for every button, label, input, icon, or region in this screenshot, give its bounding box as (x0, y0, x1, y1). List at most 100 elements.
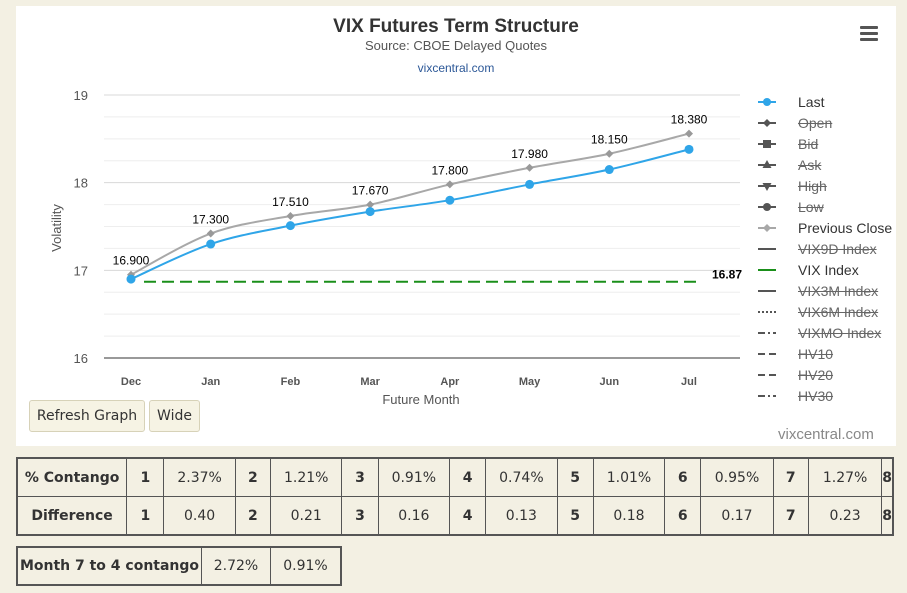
data-label: 17.670 (352, 184, 389, 198)
difference-index-2: 2 (234, 496, 272, 536)
last-line (130, 148, 690, 281)
watermark: vixcentral.com (778, 426, 874, 443)
data-label: 16.900 (113, 254, 150, 268)
data-label: 18.150 (591, 133, 628, 147)
contango-value-4: 0.74% (485, 457, 558, 497)
legend-item-vix9d-index[interactable]: VIX9D Index (758, 239, 892, 260)
x-tick-label: Jan (201, 376, 220, 388)
legend-item-vixmo-index[interactable]: VIXMO Index (758, 323, 892, 344)
legend-item-hv10[interactable]: HV10 (758, 344, 892, 365)
previous-close-point (366, 200, 375, 209)
y-tick-label: 19 (74, 88, 88, 103)
legend-label: Low (798, 199, 824, 215)
difference-row: Difference 1 0.40 2 0.21 3 0.16 4 0.13 5 0.18 6 0.1… (16, 496, 894, 536)
legend-symbol-icon (758, 311, 776, 313)
data-label: 17.510 (272, 195, 309, 209)
contango-index-6: 6 (664, 457, 702, 497)
legend-symbol-icon (758, 374, 776, 376)
data-label: 17.980 (511, 147, 548, 161)
contango-value-6: 0.95% (700, 457, 774, 497)
y-tick-label: 17 (74, 263, 88, 278)
legend-item-vix-index[interactable]: VIX Index (758, 260, 892, 281)
difference-index-7: 7 (772, 496, 809, 536)
legend-label: VIX3M Index (798, 283, 879, 299)
contango-table: % Contango 1 2.37% 2 1.21% 3 0.91% 4 0.74% 5 1.01… (16, 457, 894, 536)
legend-item-low[interactable]: Low (758, 197, 892, 218)
last-point (525, 179, 535, 189)
difference-index-4: 4 (448, 496, 487, 536)
legend-item-previous-close[interactable]: Previous Close (758, 218, 892, 239)
vix-index-label: 16.87 (712, 268, 742, 282)
data-label: 17.300 (192, 213, 229, 227)
legend-symbol-icon (758, 269, 776, 271)
legend-label: HV10 (798, 346, 834, 362)
last-point (365, 207, 375, 217)
legend-label: VIX9D Index (798, 241, 877, 257)
contango-value-2: 1.21% (270, 457, 343, 497)
month-7-4-row: Month 7 to 4 contango 2.72% 0.91% (16, 546, 342, 586)
legend-label: Open (798, 115, 833, 131)
legend-symbol-icon (758, 248, 776, 250)
previous-close-point (206, 229, 215, 238)
y-axis-title: Volatility (49, 204, 64, 252)
x-tick-label: Mar (360, 376, 380, 388)
legend-item-vix6m-index[interactable]: VIX6M Index (758, 302, 892, 323)
previous-close-point (605, 149, 614, 158)
contango-value-7: 1.27% (807, 457, 883, 497)
previous-close-line (130, 132, 690, 276)
last-point (445, 195, 455, 205)
contango-index-4: 4 (448, 457, 487, 497)
legend-label: Last (798, 94, 825, 110)
legend-label: Previous Close (798, 220, 893, 236)
legend-item-hv20[interactable]: HV20 (758, 365, 892, 386)
y-tick-label: 18 (74, 176, 88, 191)
x-tick-label: Apr (440, 376, 460, 388)
wide-button[interactable]: Wide (149, 400, 200, 432)
legend-symbol-icon (758, 98, 776, 106)
legend-label: HV20 (798, 367, 834, 383)
month-7-4-value-2: 0.91% (270, 546, 342, 586)
legend-symbol-icon (758, 119, 776, 127)
legend-symbol-icon (758, 183, 776, 191)
last-point (684, 144, 694, 154)
x-axis-title: Future Month (382, 392, 459, 407)
legend-label: VIXMO Index (798, 325, 882, 341)
contango-value-5: 1.01% (592, 457, 666, 497)
legend-item-open[interactable]: Open (758, 113, 892, 134)
contango-index-3: 3 (341, 457, 379, 497)
month-7-4-value: 2.72% (201, 546, 271, 586)
legend-label: Ask (798, 157, 822, 173)
legend-item-hv30[interactable]: HV30 (758, 386, 892, 407)
difference-index-3: 3 (341, 496, 379, 536)
source-link[interactable]: vixcentral.com (417, 61, 495, 75)
difference-index-5: 5 (556, 496, 594, 536)
y-tick-label: 16 (74, 351, 88, 366)
legend-symbol-icon (758, 203, 776, 211)
x-tick-label: Jul (681, 376, 697, 388)
legend-symbol-icon (758, 353, 776, 355)
refresh-graph-button[interactable]: Refresh Graph (29, 400, 145, 432)
difference-value-2: 0.21 (270, 496, 343, 536)
month-7-4-table: Month 7 to 4 contango 2.72% 0.91% (16, 546, 342, 586)
month-7-4-label: Month 7 to 4 contango (16, 546, 202, 586)
difference-index-6: 6 (664, 496, 702, 536)
x-tick-label: May (519, 376, 541, 388)
chart-container: 16 17 18 19 Dec Jan Feb Mar Apr May Jun Jul Future M… (16, 6, 896, 446)
legend-item-high[interactable]: High (758, 176, 892, 197)
last-point (206, 239, 216, 249)
difference-value-6: 0.17 (700, 496, 774, 536)
difference-value-5: 0.18 (592, 496, 666, 536)
chart-subtitle: Source: CBOE Delayed Quotes (364, 38, 548, 53)
contango-label: % Contango (16, 457, 128, 497)
legend-item-vix3m-index[interactable]: VIX3M Index (758, 281, 892, 302)
hamburger-menu-icon[interactable] (858, 26, 882, 44)
difference-value-7: 0.23 (807, 496, 883, 536)
data-label: 17.800 (432, 163, 469, 177)
legend-item-bid[interactable]: Bid (758, 134, 892, 155)
last-point (285, 221, 295, 231)
legend-item-last[interactable]: Last (758, 92, 892, 113)
previous-close-point (445, 180, 454, 189)
contango-index-7: 7 (772, 457, 809, 497)
legend-item-ask[interactable]: Ask (758, 155, 892, 176)
legend-symbol-icon (758, 140, 776, 148)
